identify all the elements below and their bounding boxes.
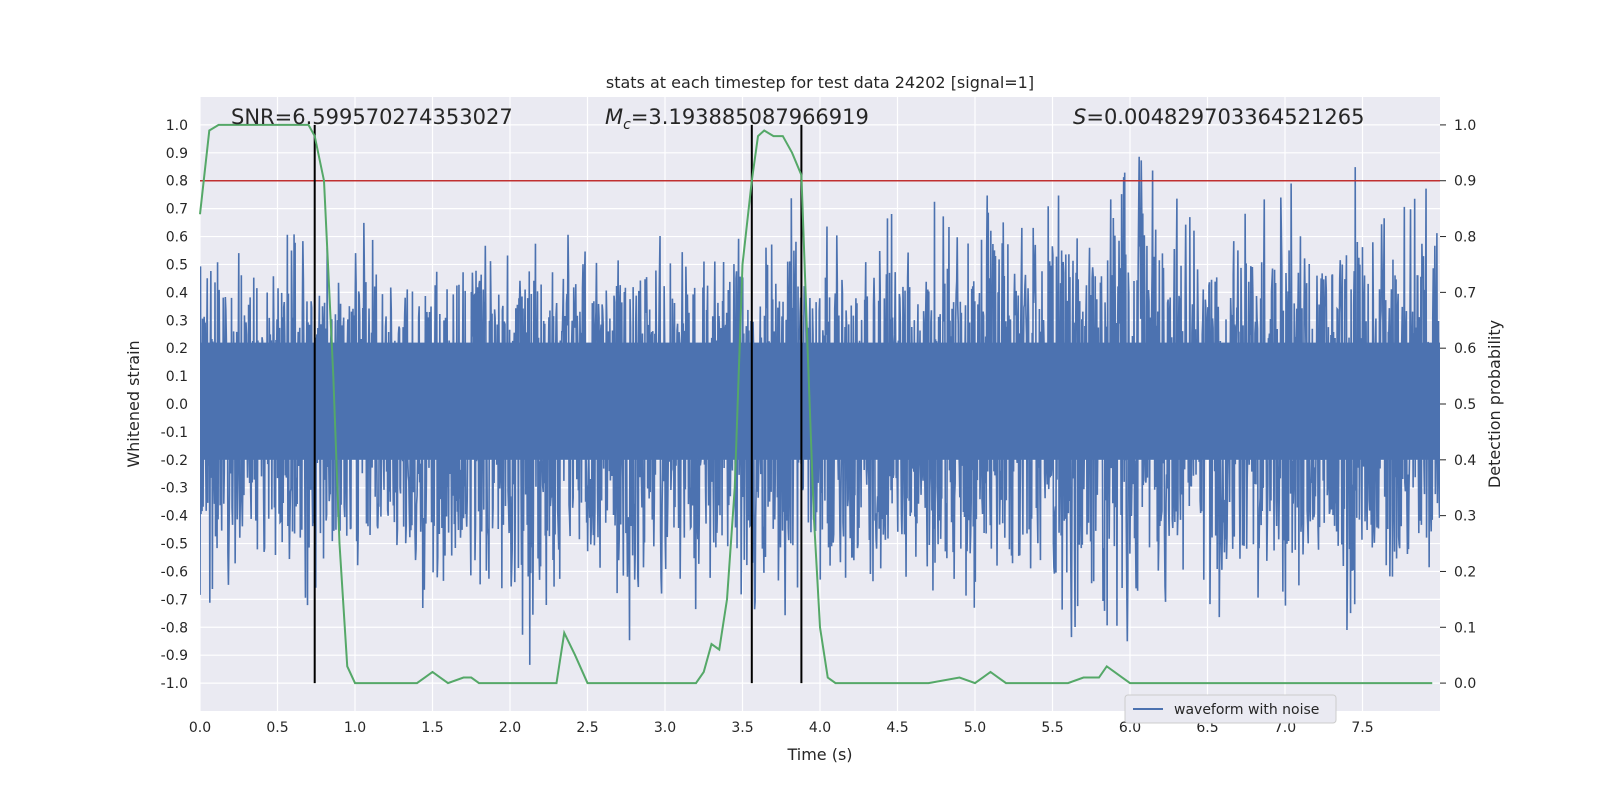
y-tick-label: 0.9 bbox=[166, 146, 188, 162]
x-tick-label: 0.0 bbox=[189, 720, 211, 736]
y2-tick-label: 0.7 bbox=[1454, 285, 1476, 301]
y-tick-label: -1.0 bbox=[161, 676, 188, 692]
legend: waveform with noise bbox=[1124, 694, 1337, 724]
x-tick-label: 7.5 bbox=[1351, 720, 1373, 736]
y-tick-label: 0.2 bbox=[166, 341, 188, 357]
y-tick-label: -0.4 bbox=[161, 509, 188, 525]
y2-tick-label: 0.3 bbox=[1454, 509, 1476, 525]
x-tick-label: 1.5 bbox=[421, 720, 443, 736]
y-tick-label: -0.1 bbox=[161, 425, 188, 441]
y2-tick-label: 0.9 bbox=[1454, 174, 1476, 190]
y2-tick-label: 1.0 bbox=[1454, 118, 1476, 134]
x-tick-label: 3.0 bbox=[654, 720, 676, 736]
x-tick-label: 2.0 bbox=[499, 720, 521, 736]
y2-ticks: 1.0 0.9 0.8 0.7 0.6 0.5 0.4 0.3 0.2 0.1 0.0 bbox=[1440, 118, 1476, 692]
marker-layer bbox=[313, 124, 803, 684]
x-tick-label: 5.5 bbox=[1041, 720, 1063, 736]
strain-core-band bbox=[200, 342, 1440, 460]
probability-layer bbox=[199, 123, 1433, 685]
y-tick-label: 0.0 bbox=[166, 397, 188, 413]
y-axis-label: Whitened strain bbox=[124, 340, 143, 467]
y-tick-label: -0.8 bbox=[161, 620, 188, 636]
legend-box bbox=[1124, 694, 1337, 724]
y-tick-label: -0.5 bbox=[161, 537, 188, 553]
probability-line bbox=[199, 123, 1433, 685]
y-tick-label: -0.7 bbox=[161, 592, 188, 608]
y-tick-label: 1.0 bbox=[166, 118, 188, 134]
y-tick-label: 0.1 bbox=[166, 369, 188, 385]
y-tick-label: 0.8 bbox=[166, 174, 188, 190]
y2-tick-label: 0.2 bbox=[1454, 564, 1476, 580]
y-tick-label: 0.7 bbox=[166, 202, 188, 218]
x-tick-label: 7.0 bbox=[1274, 720, 1296, 736]
x-tick-label: 0.5 bbox=[266, 720, 288, 736]
y2-tick-label: 0.5 bbox=[1454, 397, 1476, 413]
strain-series bbox=[200, 156, 1440, 665]
y-tick-label: -0.6 bbox=[161, 564, 188, 580]
x-tick-label: 6.5 bbox=[1196, 720, 1218, 736]
y-tick-label: 0.4 bbox=[166, 285, 188, 301]
y2-tick-label: 0.8 bbox=[1454, 230, 1476, 246]
x-tick-label: 6.0 bbox=[1119, 720, 1141, 736]
x-tick-label: 1.0 bbox=[344, 720, 366, 736]
y-tick-label: -0.2 bbox=[161, 453, 188, 469]
y-ticks: 1.0 0.9 0.8 0.7 0.6 0.5 0.4 0.3 0.2 0.1 0.0 -0.1 -0.… bbox=[161, 118, 188, 692]
y-tick-label: 0.5 bbox=[166, 257, 188, 273]
x-tick-label: 4.0 bbox=[809, 720, 831, 736]
y2-tick-label: 0.1 bbox=[1454, 620, 1476, 636]
x-tick-label: 2.5 bbox=[576, 720, 598, 736]
y2-tick-label: 0.0 bbox=[1454, 676, 1476, 692]
y-tick-label: 0.3 bbox=[166, 313, 188, 329]
x-tick-label: 3.5 bbox=[731, 720, 753, 736]
chart-title: stats at each timestep for test data 242… bbox=[606, 73, 1034, 92]
y2-tick-label: 0.4 bbox=[1454, 453, 1476, 469]
y-tick-label: -0.9 bbox=[161, 648, 188, 664]
y-tick-label: 0.6 bbox=[166, 230, 188, 246]
y-tick-label: -0.3 bbox=[161, 481, 188, 497]
legend-label: waveform with noise bbox=[1174, 702, 1319, 718]
mc-annotation: Mc=3.193885087966919 bbox=[605, 105, 869, 133]
y2-axis-label: Detection probability bbox=[1485, 320, 1504, 488]
s-annotation: S=0.004829703364521265 bbox=[1073, 105, 1364, 129]
x-ticks: 0.0 0.5 1.0 1.5 2.0 2.5 3.0 3.5 4.0 4.5 5.0 5.5 6.0 6… bbox=[189, 720, 1374, 736]
x-tick-label: 5.0 bbox=[964, 720, 986, 736]
x-axis-label: Time (s) bbox=[786, 745, 852, 764]
snr-annotation: SNR=6.599570274353027 bbox=[231, 105, 513, 129]
y2-tick-label: 0.6 bbox=[1454, 341, 1476, 357]
x-tick-label: 4.5 bbox=[886, 720, 908, 736]
